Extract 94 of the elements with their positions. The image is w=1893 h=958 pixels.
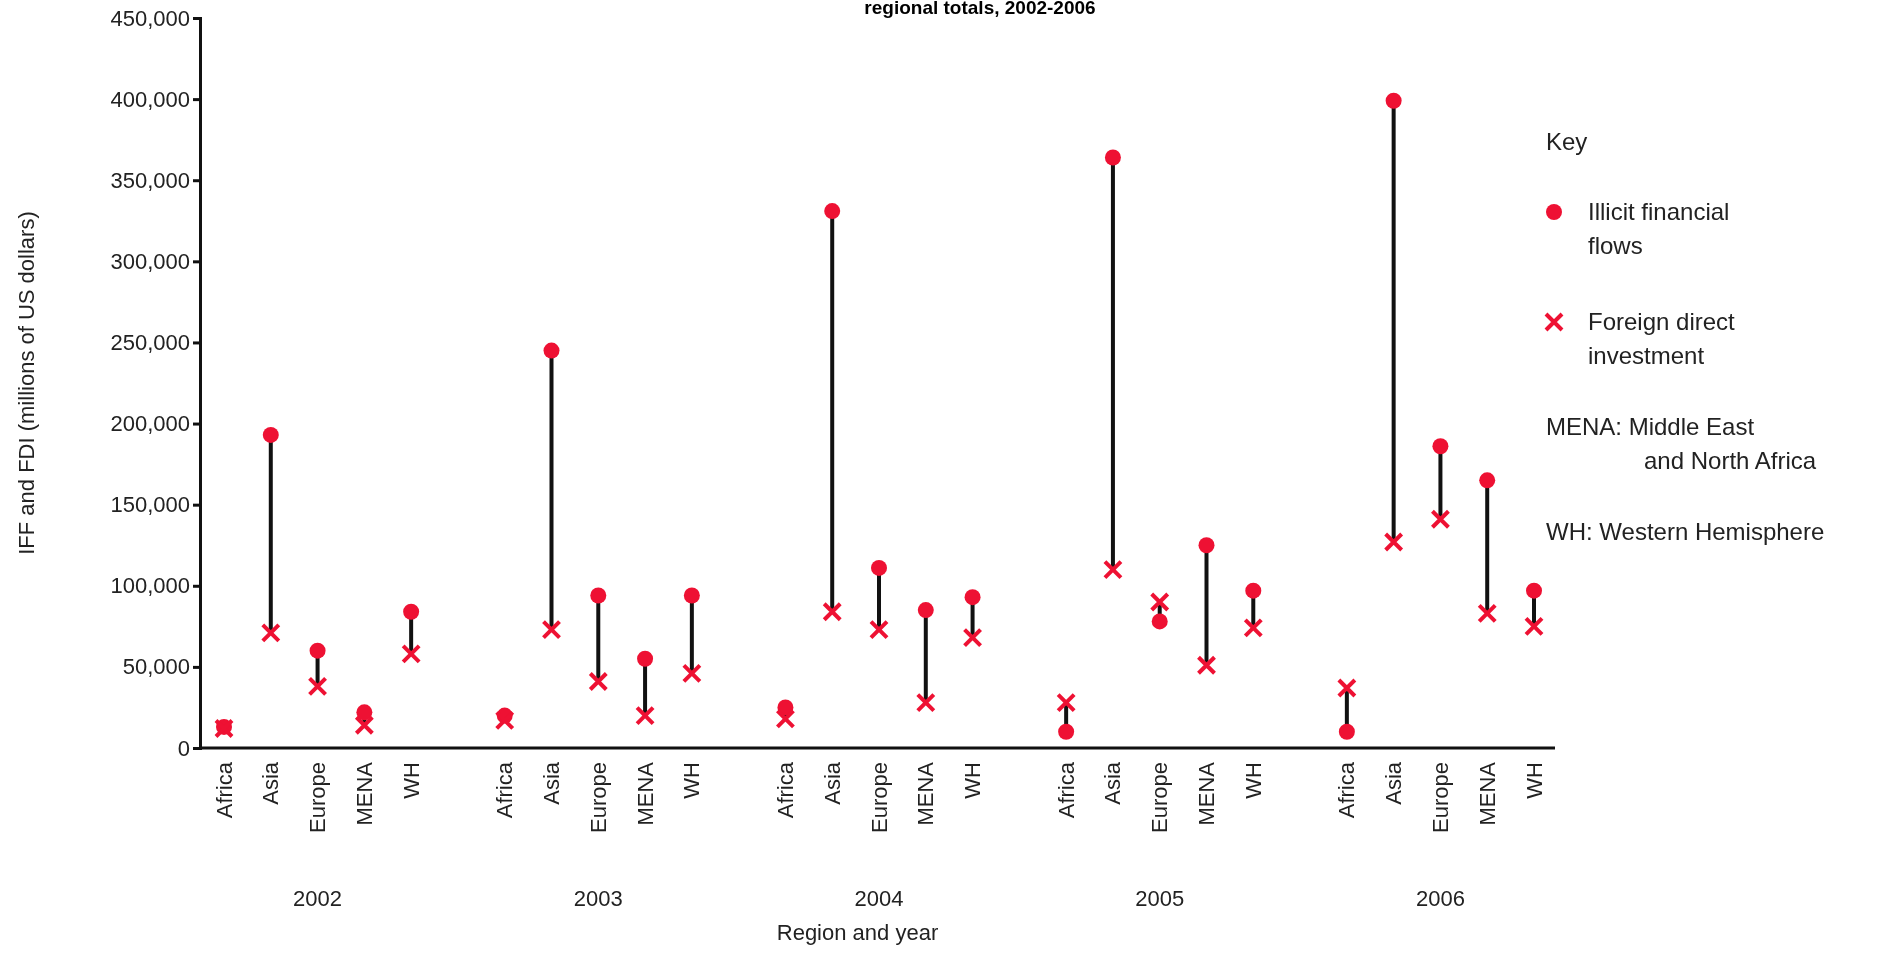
y-tick-label: 450,000 [110,5,190,31]
point [1104,149,1121,166]
x-tick-label: Africa [772,761,798,819]
x-tick-label: Europe [866,762,892,833]
y-tick-label: 200,000 [110,411,190,437]
point [356,704,373,721]
point [1383,531,1404,552]
legend-title: Key [1546,128,1588,155]
x-tick-label: WH [679,762,705,799]
x-tick-label: Asia [1100,761,1126,805]
point [1477,603,1498,624]
x-tick-label: MENA [632,761,658,826]
point [1430,509,1451,530]
text: 2006 [1415,886,1465,911]
point [681,663,702,684]
x-tick-label: Europe [585,762,611,833]
point [637,650,654,667]
point [541,619,562,640]
point [917,602,934,619]
legend-label: Illicit financial flows [1588,198,1730,259]
point [1336,677,1357,698]
text: 2005 [1135,886,1185,911]
point [1102,559,1123,580]
y-tick-label: 50,000 [122,654,190,680]
point [307,676,328,697]
point [1432,438,1449,455]
point [871,559,887,576]
point [1196,655,1217,676]
point [1245,582,1262,599]
point [869,619,889,640]
x-tick-label: Europe [1427,762,1453,833]
point [309,642,326,659]
point [260,622,281,643]
x-tick-label: WH [1240,762,1266,799]
point [962,627,983,648]
x-tick-label: MENA [913,761,939,826]
x-tick-label: MENA [351,761,377,826]
point [824,203,841,220]
point [1526,582,1542,599]
point [1385,92,1402,109]
x-tick-label: MENA [1194,761,1219,826]
point [915,692,936,713]
x-tick-label: Africa [492,761,518,819]
x-tick-label: Africa [211,761,237,819]
y-axis-title: IFF and FDI (millions of US dollars) [14,211,39,555]
point [588,671,609,692]
legend-label: Foreign direct investment [1588,308,1736,369]
point [775,708,796,729]
x-tick-label: MENA [1474,761,1500,826]
point [1151,613,1168,630]
point [401,643,422,664]
y-tick-label: 150,000 [110,492,190,518]
x-tick-label: Asia [1381,761,1407,805]
x-tick-label: Asia [819,761,845,805]
chart-title: regional totals, 2002-2006 [864,0,1096,18]
point [1479,472,1496,489]
point [590,587,607,604]
x-tick-label: Asia [258,761,284,805]
y-tick-label: 100,000 [110,573,190,599]
x-tick-label: WH [398,762,424,799]
y-tick-label: 0 [177,735,190,761]
point [1243,617,1264,638]
point [543,342,560,359]
x-tick-label: Europe [305,762,331,833]
point [262,426,279,443]
text: 2003 [573,886,623,911]
point [403,603,420,620]
text: 2004 [854,886,904,911]
point [1056,692,1077,713]
x-tick-label: Africa [1334,761,1360,819]
point [1149,592,1170,612]
point [1524,616,1544,637]
point [683,587,700,604]
annotation: WH: Western Hemisphere [1546,518,1825,545]
point [494,710,515,731]
point [964,589,981,606]
x-tick-label: Asia [539,761,564,805]
point [1058,723,1075,740]
y-tick-label: 350,000 [110,167,190,193]
annotation: MENA: Middle East and North Africa [1546,413,1817,474]
y-tick-label: 300,000 [110,248,190,274]
point [354,715,375,736]
point [822,601,843,622]
point [635,705,656,726]
point [1338,723,1355,740]
x-axis-title: Region and year [776,920,939,945]
text: 2002 [293,886,343,911]
point [1198,537,1215,554]
x-tick-label: Africa [1053,761,1079,819]
x-tick-label: Europe [1147,762,1173,833]
y-tick-label: 250,000 [110,329,190,355]
x-tick-label: WH [1521,762,1547,799]
x-tick-label: WH [960,762,986,799]
y-tick-label: 400,000 [110,86,190,112]
